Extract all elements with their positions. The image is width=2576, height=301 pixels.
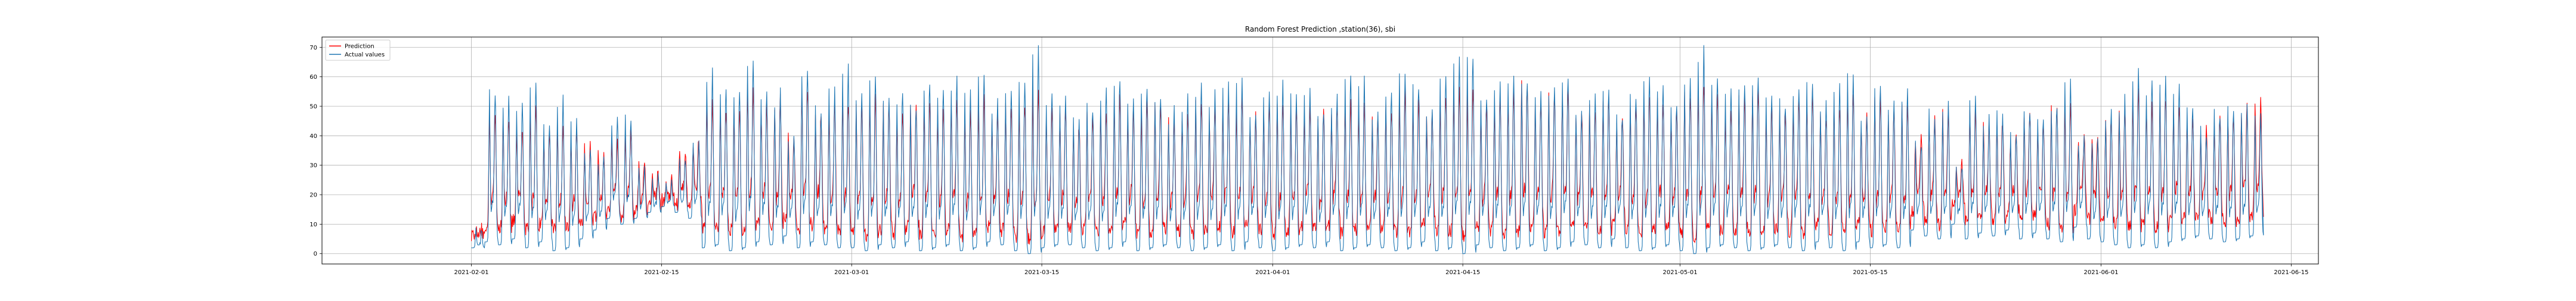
x-tick-label: 2021-03-01 [834,269,869,276]
x-axis: 2021-02-01 2021-02-15 2021-03-01 2021-03-15… [454,264,2309,276]
y-tick-label: 20 [309,192,317,199]
y-tick-label: 40 [309,133,317,140]
series-layer [470,45,2264,254]
legend-box [325,39,391,61]
legend-label-prediction: Prediction [345,44,374,50]
x-tick-label: 2021-05-15 [1853,269,1887,276]
chart-title: Random Forest Prediction ,station(36), s… [1245,25,1395,33]
x-tick-label: 2021-02-01 [454,269,488,276]
x-tick-label: 2021-06-01 [2084,269,2119,276]
plot-frame [321,36,2319,265]
y-tick-label: 60 [309,74,317,81]
y-axis: 0 10 20 30 40 50 60 70 [309,45,322,257]
legend-label-actual: Actual values [345,52,385,59]
y-tick-label: 30 [309,162,317,169]
x-tick-label: 2021-02-15 [644,269,679,276]
legend: Prediction Actual values [325,39,391,61]
x-tick-label: 2021-06-15 [2274,269,2308,276]
x-tick-label: 2021-05-01 [1662,269,1697,276]
x-tick-label: 2021-03-15 [1024,269,1059,276]
grid [322,37,2318,264]
series-prediction-line [470,80,2264,245]
x-tick-label: 2021-04-15 [1445,269,1480,276]
x-tick-label: 2021-04-01 [1255,269,1290,276]
y-tick-label: 10 [309,222,317,228]
y-tick-label: 0 [314,251,317,257]
y-tick-label: 70 [309,45,317,51]
series-actual-line [471,45,2264,254]
y-tick-label: 50 [309,103,317,110]
